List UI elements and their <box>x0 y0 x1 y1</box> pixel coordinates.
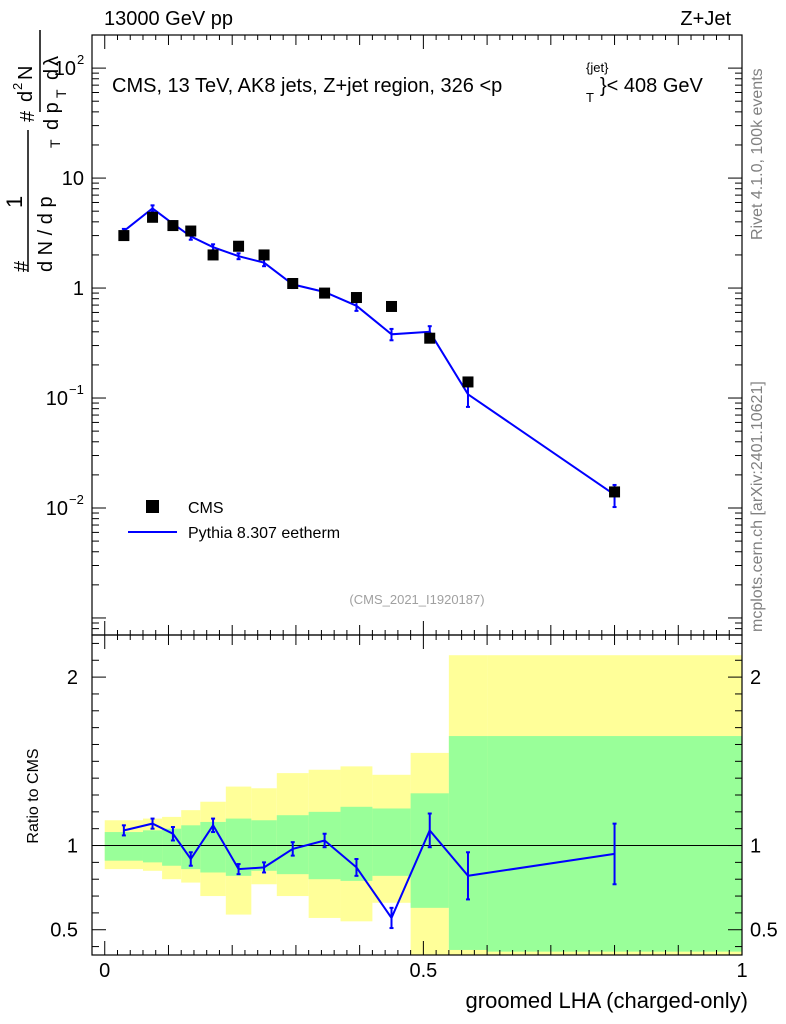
main-cms-point-1 <box>147 211 159 223</box>
main-cms-point-8 <box>319 287 331 299</box>
ratio-axes: 0 0.5 10.5 0.51 12 2 <box>50 635 778 982</box>
ylabel-d2-tail: N <box>15 66 37 80</box>
ratio-y-tick-label-left-1: 1 <box>67 836 78 858</box>
legend-cms-label: CMS <box>188 500 224 517</box>
ylabel-dpt: d p <box>41 102 63 130</box>
ratio-y-tick-label-right-2: 2 <box>750 667 761 689</box>
ratio-y-axis-label: Ratio to CMS <box>25 748 42 843</box>
main-cms-point-3 <box>185 225 197 237</box>
header-left: 13000 GeV pp <box>104 8 233 30</box>
main-cms-point-9 <box>350 292 362 304</box>
title-sub: T <box>586 90 594 105</box>
plot-title: CMS, 13 TeV, AK8 jets, Z+jet region, 326… <box>112 60 704 105</box>
x-axis-label: groomed LHA (charged-only) <box>466 988 748 1013</box>
main-y-tick-label-4: 10 <box>54 58 76 80</box>
header-right: Z+Jet <box>680 8 731 30</box>
main-y-tick-exp-1: −1 <box>69 382 84 397</box>
main-cms-point-5 <box>233 240 245 252</box>
main-cms-point-2 <box>167 220 179 232</box>
x-tick-label-1: 0.5 <box>409 960 437 982</box>
ratio-plot-area <box>92 655 742 955</box>
main-cms-point-6 <box>258 249 270 261</box>
ylabel-dN-sub: T <box>47 139 63 148</box>
main-y-tick-label-3: 10 <box>62 168 84 190</box>
main-y-tick-exp-4: 2 <box>77 52 84 67</box>
ratio-y-tick-label-right-0: 0.5 <box>750 920 778 942</box>
ylabel-d2: d <box>15 91 37 102</box>
ylabel-lambda: λ <box>41 56 63 66</box>
main-y-tick-exp-0: −2 <box>69 492 84 507</box>
ratio-band-inner-bin-1 <box>142 830 163 863</box>
main-y-tick-label-1: 10 <box>46 388 68 410</box>
ylabel-hash-2: # <box>17 110 39 122</box>
x-tick-label-0: 0 <box>99 960 110 982</box>
ratio-y-tick-label-right-1: 1 <box>750 836 761 858</box>
main-cms-point-13 <box>609 486 621 498</box>
main-cms-point-0 <box>118 230 130 242</box>
main-cms-point-12 <box>462 376 474 388</box>
legend-cms-marker <box>146 500 159 513</box>
x-tick-label-2: 1 <box>736 960 747 982</box>
title-main: CMS, 13 TeV, AK8 jets, Z+jet region, 326… <box>112 75 502 97</box>
main-pythia-line <box>123 207 616 496</box>
main-frame <box>91 34 743 636</box>
main-cms-point-7 <box>287 277 299 289</box>
main-y-tick-label-0: 10 <box>46 498 68 520</box>
legend-pythia-label: Pythia 8.307 eetherm <box>188 525 340 542</box>
analysis-id: (CMS_2021_I1920187) <box>349 592 484 607</box>
ylabel-one: 1 <box>2 196 27 208</box>
ylabel-dN: d N / d p <box>35 196 57 272</box>
ratio-band-inner-bin-2 <box>162 828 182 866</box>
legend: CMS Pythia 8.307 eetherm <box>128 500 340 542</box>
main-cms-point-11 <box>424 332 436 344</box>
mcplots-label: mcplots.cern.ch [arXiv:2401.10621] <box>749 381 766 632</box>
ylabel-dpt-sub: T <box>53 89 69 98</box>
ratio-band-inner-bin-0 <box>104 832 143 861</box>
ylabel-hash: # <box>11 260 33 272</box>
ratio-y-tick-label-left-2: 2 <box>67 667 78 689</box>
ratio-panel: 0 0.5 10.5 0.51 12 2 <box>50 634 778 982</box>
main-cms-point-4 <box>207 249 219 261</box>
rivet-label: Rivet 4.1.0, 100k events <box>749 68 766 240</box>
title-tail: }< 408 GeV <box>600 75 704 97</box>
ratio-band-inner-bin-11 <box>410 793 449 908</box>
ratio-y-tick-label-left-0: 0.5 <box>50 920 78 942</box>
main-y-axis-label: # 1 d N / d p T # d 2 N d p T d λ <box>2 30 69 272</box>
ylabel-d2-sup: 2 <box>10 83 25 90</box>
main-y-tick-label-2: 1 <box>73 278 84 300</box>
ratio-band-inner-bin-10 <box>372 808 411 876</box>
main-cms-point-10 <box>386 300 398 312</box>
ylabel-dl: d <box>41 69 63 80</box>
ratio-band-inner-bin-3 <box>181 825 201 870</box>
ratio-series-line <box>123 822 615 920</box>
title-sup: {jet} <box>586 60 609 75</box>
main-plot-area <box>118 204 621 509</box>
ratio-band-inner-bin-12 <box>448 736 488 950</box>
